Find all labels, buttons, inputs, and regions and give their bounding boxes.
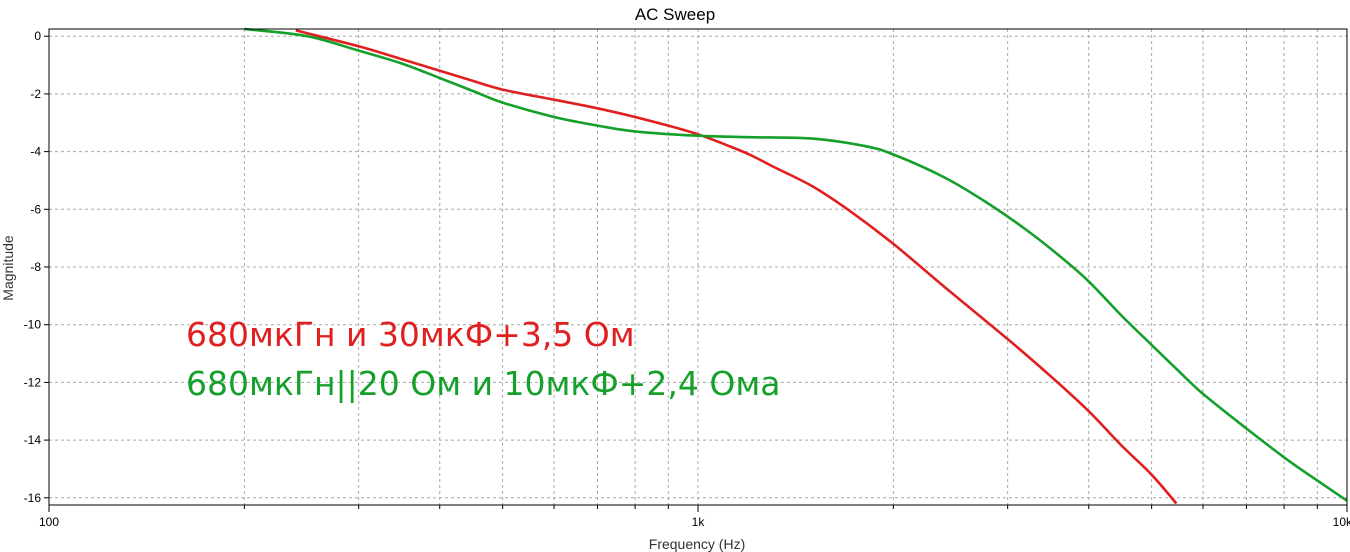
series-line-2: [244, 27, 1347, 502]
y-tick-label: -8: [30, 260, 41, 274]
x-axis-label: Frequency (Hz): [649, 536, 745, 552]
y-tick-label: -4: [30, 145, 41, 159]
y-axis-label: Magnitude: [0, 235, 16, 301]
series-layer: [244, 27, 1347, 505]
annotation-green: 680мкГн||20 Ом и 10мкФ+2,4 Ома: [186, 364, 780, 403]
series-line-1: [295, 29, 1178, 505]
y-tick-label: -16: [24, 491, 42, 505]
grid: [49, 29, 1347, 505]
chart-title: AC Sweep: [635, 5, 715, 24]
y-tick-label: 0: [34, 29, 41, 43]
annotation-red: 680мкГн и 30мкФ+3,5 Ом: [186, 315, 635, 354]
x-tick-label: 100: [39, 515, 59, 529]
x-tick-label: 1k: [692, 515, 706, 529]
x-tick-labels: 100 1k 10k: [39, 505, 1350, 529]
x-tick-label: 10k: [1333, 515, 1350, 529]
y-tick-label: -6: [30, 202, 41, 216]
y-tick-label: -12: [24, 375, 42, 389]
y-tick-labels: 0 -2 -4 -6 -8 -10 -12 -14 -16: [24, 29, 49, 505]
y-tick-label: -14: [24, 433, 42, 447]
y-tick-label: -2: [30, 87, 41, 101]
y-tick-label: -10: [24, 318, 42, 332]
